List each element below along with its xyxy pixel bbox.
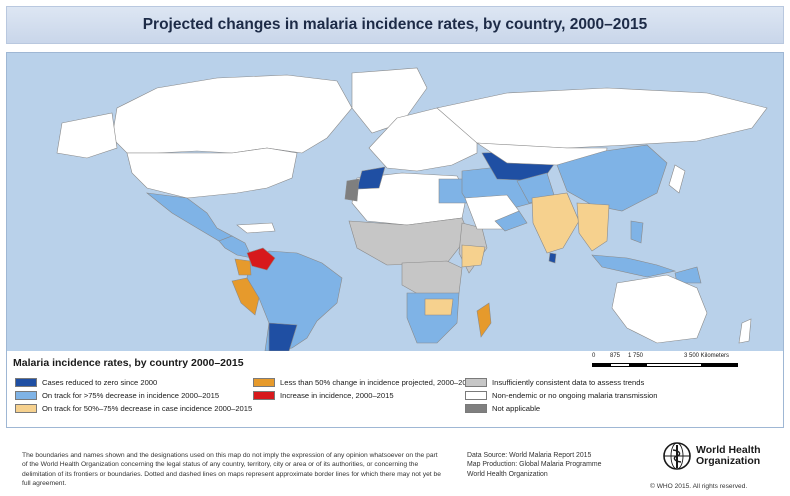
who-emblem-icon <box>663 442 691 470</box>
map-title: Projected changes in malaria incidence r… <box>142 16 648 33</box>
region-caribbean <box>236 222 276 234</box>
legend-item-increase: Increase in incidence, 2000–2015 <box>253 391 394 400</box>
region-new-zealand <box>738 318 752 344</box>
legend-swatch-insufficient <box>465 378 487 387</box>
legend-label: Insufficiently consistent data to assess… <box>492 378 645 387</box>
legend-title: Malaria incidence rates, by country 2000… <box>13 357 244 369</box>
region-yemen-oman <box>494 210 528 232</box>
region-indonesia <box>591 254 677 278</box>
scale-tick: 875 <box>610 353 621 359</box>
region-ethiopia <box>461 244 486 268</box>
legend-swatch-zero-cases <box>15 378 37 387</box>
footer: The boundaries and names shown and the d… <box>0 436 790 496</box>
credits: Data Source: World Malaria Report 2015 M… <box>467 451 601 479</box>
legend-label: Cases reduced to zero since 2000 <box>42 378 158 387</box>
region-india <box>531 192 580 254</box>
region-peru <box>231 277 260 316</box>
scale-tick: 1 750 <box>628 353 644 359</box>
scale-bar-graphic <box>592 363 738 367</box>
legend-label: On track for 50%–75% decrease in case in… <box>42 404 253 413</box>
region-japan <box>668 164 686 194</box>
legend-item-non-endemic: Non-endemic or no ongoing malaria transm… <box>465 391 657 400</box>
legend-swatch-non-endemic <box>465 391 487 400</box>
region-canada <box>111 74 353 154</box>
scale-tick: 3 500 Kilometers <box>684 353 730 359</box>
legend-label: Increase in incidence, 2000–2015 <box>280 391 394 400</box>
legend-swatch-increase <box>253 391 275 400</box>
region-argentina <box>268 322 298 351</box>
scale-tick: 0 <box>592 353 596 359</box>
region-myanmar-se-asia <box>576 202 610 252</box>
scale-bar: 0 875 1 750 3 500 Kilometers <box>592 353 738 367</box>
region-western-sahara <box>344 178 360 202</box>
title-bar: Projected changes in malaria incidence r… <box>6 6 784 44</box>
region-zambia <box>424 298 454 316</box>
legend-item-over75: On track for >75% decrease in incidence … <box>15 391 219 400</box>
who-name-line2: Organization <box>696 455 761 467</box>
copyright: © WHO 2015. All rights reserved. <box>650 483 748 490</box>
legend-swatch-between50-75 <box>15 404 37 413</box>
map-panel: Malaria incidence rates, by country 2000… <box>6 52 784 428</box>
legend-item-under50: Less than 50% change in incidence projec… <box>253 378 475 387</box>
legend-swatch-not-applicable <box>465 404 487 413</box>
world-map[interactable] <box>7 53 783 351</box>
legend-item-insufficient: Insufficiently consistent data to assess… <box>465 378 644 387</box>
region-australia <box>611 274 708 344</box>
region-philippines <box>630 220 644 244</box>
region-venezuela <box>246 247 276 271</box>
disclaimer: The boundaries and names shown and the d… <box>22 452 441 488</box>
region-china <box>556 144 668 212</box>
region-sahel-west-africa <box>348 217 470 266</box>
region-colombia <box>234 258 252 276</box>
map-production: Map Production: Global Malaria Programme <box>467 461 602 469</box>
legend-label: Not applicable <box>492 404 541 413</box>
region-madagascar <box>476 302 492 338</box>
region-usa <box>126 147 298 199</box>
region-alaska <box>56 112 118 159</box>
legend-item-between50-75: On track for 50%–75% decrease in case in… <box>15 404 252 413</box>
who-name-line1: World Health <box>696 444 761 456</box>
who-logo: World Health Organization <box>662 441 761 471</box>
legend-item-not-applicable: Not applicable <box>465 404 540 413</box>
legend-label: Non-endemic or no ongoing malaria transm… <box>492 391 658 400</box>
producing-org: World Health Organization <box>467 470 548 478</box>
legend-swatch-under50 <box>253 378 275 387</box>
legend-swatch-over75 <box>15 391 37 400</box>
legend-label: On track for >75% decrease in incidence … <box>42 391 220 400</box>
data-source: Data Source: World Malaria Report 2015 <box>467 452 592 459</box>
region-europe <box>368 107 478 172</box>
region-sri-lanka <box>548 252 557 264</box>
legend-item-zero-cases: Cases reduced to zero since 2000 <box>15 378 157 387</box>
who-name: World Health Organization <box>696 445 761 467</box>
legend-label: Less than 50% change in incidence projec… <box>280 378 476 387</box>
